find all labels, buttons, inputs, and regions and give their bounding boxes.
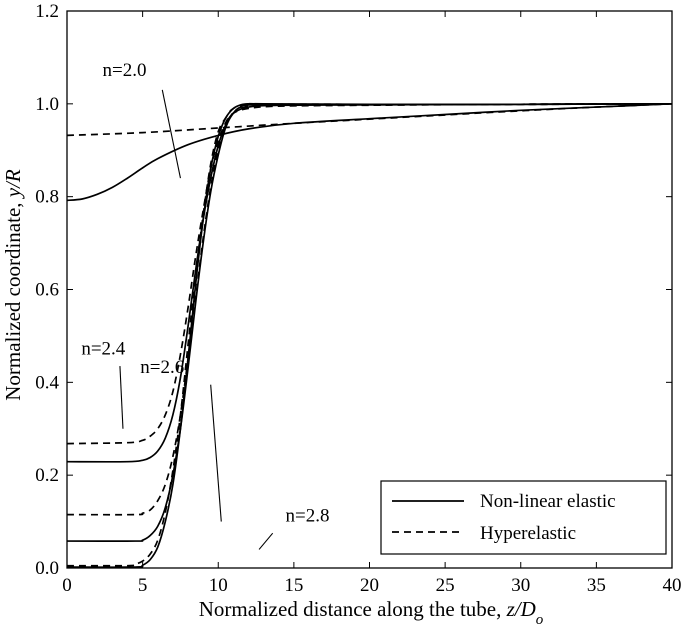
annotation-label: n=2.0 xyxy=(102,60,146,81)
legend-label-nonlinear: Non-linear elastic xyxy=(480,491,616,512)
y-tick-label: 0.2 xyxy=(35,465,59,486)
legend-label-hyperelastic: Hyperelastic xyxy=(480,523,576,544)
annotations: n=2.0 n=2.4 n=2.6 n=2.8 xyxy=(81,60,330,550)
series-line-n-2-4-dashed xyxy=(66,102,673,445)
axis-ticks: 0 5 10 15 20 25 30 35 40 0.0 0.2 0.4 0.6 0.8 1.0 1.2 xyxy=(35,1,681,596)
annotation-label: n=2.6 xyxy=(140,357,184,378)
series-line-n-2-0-dashed xyxy=(66,102,673,137)
y-tick-label: 1.2 xyxy=(35,1,59,22)
x-tick-label: 35 xyxy=(587,575,606,596)
y-tick-label: 1.0 xyxy=(35,94,59,115)
series-line-n-2-6-dashed xyxy=(66,102,673,516)
series-line-n-2-0-solid xyxy=(66,102,673,202)
series-line-n-2-8-dashed xyxy=(66,102,673,567)
series-line-n-2-6-solid xyxy=(66,102,673,542)
annotation-label: n=2.4 xyxy=(81,338,125,359)
data-series xyxy=(66,102,673,569)
x-axis-label-math: z/D xyxy=(506,597,536,621)
x-axis-label-text: Normalized distance along the tube, xyxy=(199,597,507,621)
x-tick-label: 5 xyxy=(138,575,148,596)
y-tick-label: 0.8 xyxy=(35,187,59,208)
legend: Non-linear elastic Hyperelastic xyxy=(380,480,667,555)
x-tick-label: 30 xyxy=(511,575,530,596)
y-axis-label-math: y/R xyxy=(1,169,25,199)
annotation-leader xyxy=(161,89,181,179)
x-axis-label-sub: o xyxy=(536,612,544,628)
x-tick-label: 10 xyxy=(209,575,228,596)
legend-box xyxy=(380,480,667,555)
series-line-n-2-8-solid xyxy=(66,102,673,569)
annotation-leader xyxy=(210,384,222,522)
x-tick-label: 25 xyxy=(436,575,455,596)
series-line-n-2-4-solid xyxy=(66,102,673,463)
annotation-leader xyxy=(258,532,274,550)
y-tick-label: 0.6 xyxy=(35,280,59,301)
x-axis-label: Normalized distance along the tube, z/Do xyxy=(199,597,544,628)
annotation-leader xyxy=(119,366,124,429)
y-axis-label: Normalized coordinate, y/R xyxy=(1,169,25,401)
y-axis-label-text: Normalized coordinate, xyxy=(1,197,25,401)
annotation-label: n=2.8 xyxy=(286,506,330,527)
y-tick-label: 0.4 xyxy=(35,372,59,393)
x-tick-label: 0 xyxy=(62,575,72,596)
x-tick-label: 20 xyxy=(360,575,379,596)
x-tick-label: 15 xyxy=(284,575,303,596)
y-tick-label: 0.0 xyxy=(35,558,59,579)
x-tick-label: 40 xyxy=(663,575,682,596)
